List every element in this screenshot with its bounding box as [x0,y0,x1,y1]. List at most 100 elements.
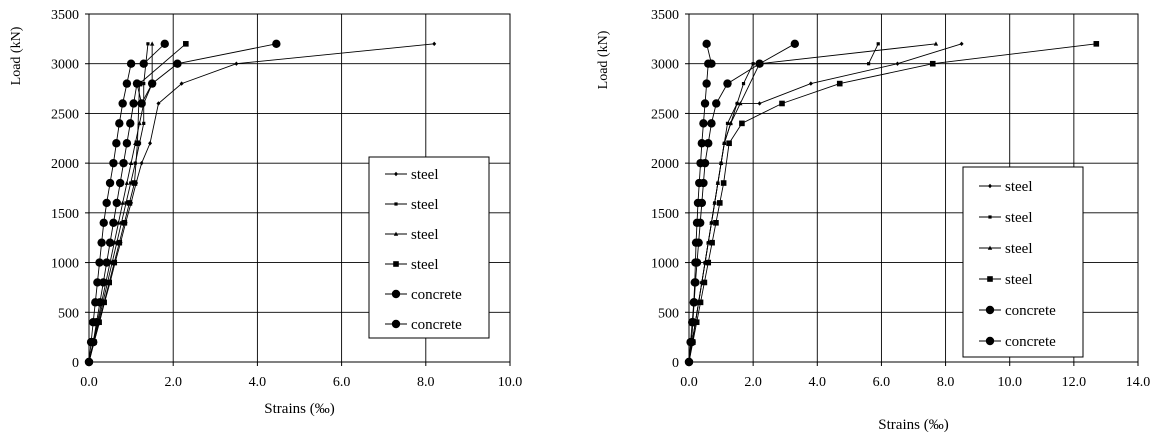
left-series-6-point [92,318,101,327]
right-legend-label-6: concrete [1005,334,1056,350]
left-y-tick-label: 0 [72,356,79,371]
left-series-2-point [124,201,128,205]
left-series-4-point [126,200,133,206]
right-series-4-point [929,60,936,67]
left-series-6-point [126,119,135,128]
right-series-2-point [876,42,880,46]
right-x-tick-label: 6.0 [873,375,891,390]
left-series-5-point [118,99,127,108]
right-series-6-point [707,119,716,128]
left-series-6-point [115,178,125,188]
right-series-4-point [779,100,785,107]
right-series-5-point [707,59,716,68]
left-series-6-point [272,39,281,49]
left-series-6-point [112,198,121,208]
right-series-4-point [713,220,719,226]
right-series-4-point [697,299,704,306]
left-series-1-point [234,61,239,66]
left-series-1-point [148,141,153,146]
left-y-tick-label: 2500 [51,107,79,122]
right-series-1-point [895,61,900,66]
left-series-5-point [109,158,118,168]
left-series-5-point [160,39,169,49]
right-series-3-point [709,220,714,225]
right-series-5-point [700,99,710,108]
right-legend-label-3: steel [1005,241,1033,257]
left-series-4-point [131,180,138,186]
right-series-4-point [726,140,732,147]
left-series-6-point [99,278,108,287]
left-legend-marker-4 [393,261,399,267]
left-legend-marker-5 [391,289,401,299]
left-series-6-point [89,337,98,347]
left-series-5-point [122,79,132,88]
right-series-6-point [684,357,694,367]
left-series-3-point [120,200,125,205]
right-series-2-point [741,82,746,86]
right-series-3-point [738,101,743,106]
left-x-tick-label: 4.0 [249,375,267,390]
right-series-6-point [723,79,732,88]
right-series-4-point [716,200,723,206]
left-series-2-point [119,221,124,225]
right-legend-marker-6 [985,336,995,346]
left-series-6-point [105,238,115,247]
right-series-6-point [704,139,713,148]
right-series-6-point [755,59,764,68]
right-series-3-point [722,140,727,146]
left-series-5-point [115,119,124,128]
left-series-1-point [139,160,144,166]
left-x-axis-label: Strains (‰) [264,401,334,417]
right-legend-marker-2 [988,215,992,219]
left-series-3-point [124,180,130,185]
right-series-6-point [697,198,707,208]
right-series-6-point [694,238,703,247]
left-series-5-point [139,59,148,68]
left-series-6-point [137,99,146,108]
left-series-6-point [84,357,94,367]
right-x-tick-label: 10.0 [997,375,1022,390]
left-y-tick-label: 1500 [51,207,79,222]
left-series-4-point [121,220,128,226]
left-legend-label-3: steel [411,227,439,243]
right-legend-box [962,166,1084,358]
left-series-5-point [105,178,115,188]
right-series-3-point [712,200,717,205]
right-y-tick-label: 2000 [651,157,679,172]
right-y-tick-label: 3000 [651,58,679,73]
left-legend-label-1: steel [411,167,439,183]
right-x-tick-label: 2.0 [744,375,762,390]
right-series-6 [684,39,800,367]
right-legend-marker-4 [987,276,993,282]
left-series-4-point [101,299,107,306]
left-legend-label-6: concrete [411,317,462,333]
left-series-6-point [129,99,138,108]
right-legend-label-2: steel [1005,210,1033,226]
right-series-3-point [715,180,721,185]
left-series-1-point [156,101,161,106]
left-series-6 [84,39,281,367]
left-series-3-point [128,160,134,165]
right-series-6-point [687,337,696,347]
right-series-4-line [688,43,1097,363]
chart-right: 0.0 2.0 4.0 6.0 8.0 10.0 12.0 14.0 0 500 1000 1500 2… [585,0,1163,435]
right-x-tick-label: 12.0 [1062,375,1087,390]
left-x-tick-label: 8.0 [417,375,435,390]
left-legend-marker-3 [393,231,399,236]
left-plot-frame [88,13,511,363]
right-plot-frame [688,13,1139,363]
left-series-1-point [432,41,437,47]
right-series-2-point [867,62,871,66]
right-series-3-point [728,120,733,126]
right-x-axis-label: Strains (‰) [878,417,948,433]
left-series-5-point [102,198,111,208]
left-series-4-point [183,41,189,47]
left-series-3-point [149,41,155,46]
left-series-6-point [147,79,157,88]
left-legend-label-2: steel [411,197,439,213]
left-y-tick-label: 500 [58,306,79,321]
right-legend-label-1: steel [1005,179,1033,195]
right-series-6-point [700,158,710,168]
left-x-tick-label: 10.0 [498,375,523,390]
right-series-6-point [696,218,705,227]
